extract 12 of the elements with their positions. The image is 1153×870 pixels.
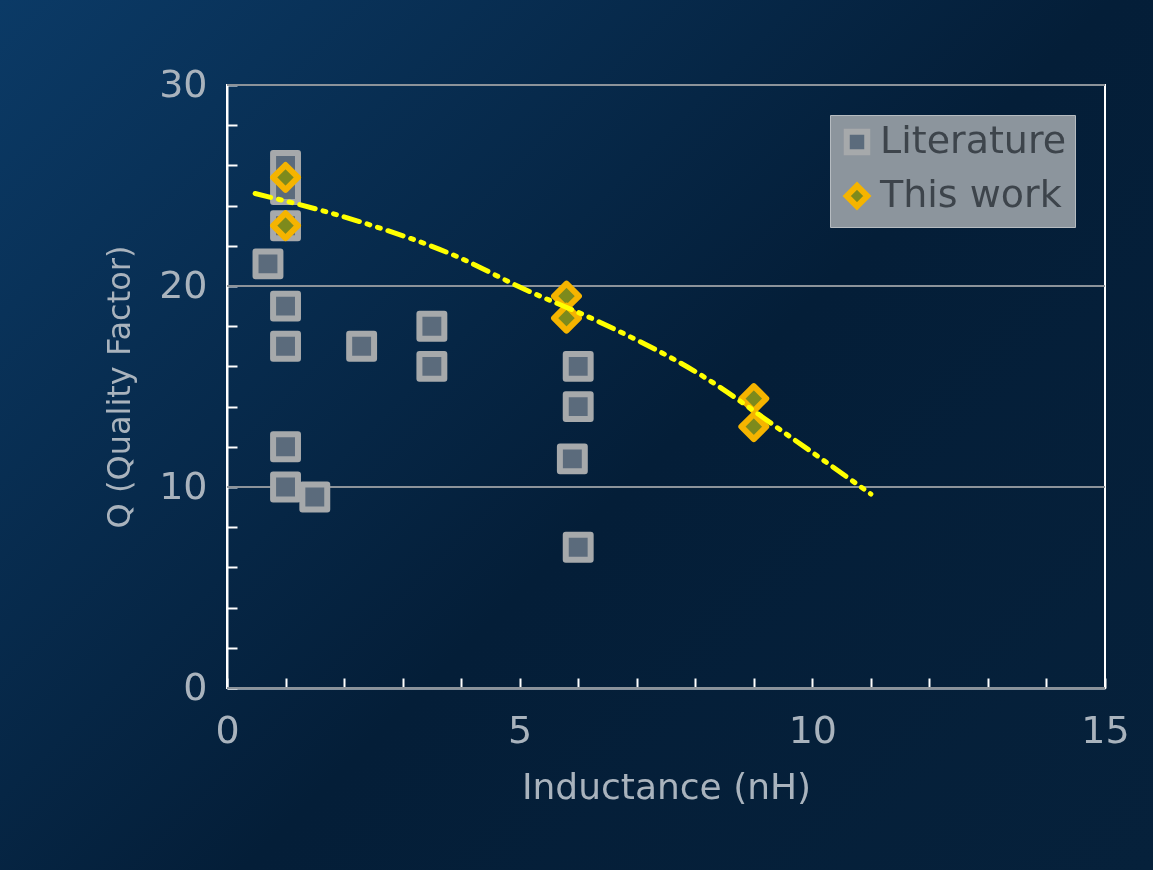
x-tick-label: 15 — [1081, 707, 1130, 752]
x-axis-title: Inductance (nH) — [521, 765, 812, 807]
y-tick-label: 20 — [159, 262, 208, 307]
y-tick-label: 0 — [183, 664, 208, 709]
x-tick-label: 5 — [508, 707, 533, 752]
legend-label: This work — [879, 172, 1062, 216]
x-tick-label: 10 — [788, 707, 838, 752]
y-axis-title: Q (Quality Factor) — [100, 245, 139, 529]
legend-label: Literature — [880, 118, 1067, 162]
y-tick-label: 10 — [159, 463, 208, 508]
y-tick-label: 30 — [159, 61, 208, 106]
x-tick-label: 0 — [215, 707, 240, 752]
